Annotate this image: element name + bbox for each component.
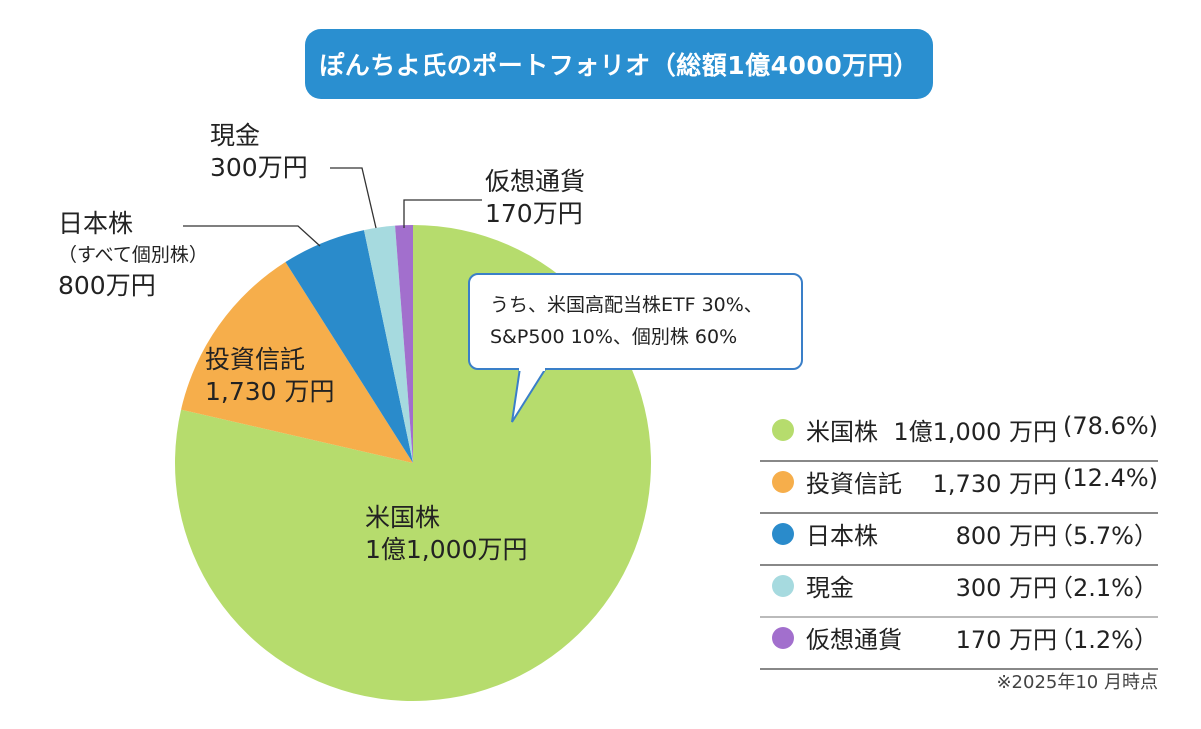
leader-line-crypto — [403, 199, 482, 228]
leader-line-japan-stocks — [183, 225, 321, 247]
slice-label-funds: 投資信託 1,730 万円 — [205, 344, 335, 408]
slice-label-name: 日本株 — [58, 209, 134, 238]
slice-label-amount: 170万円 — [485, 199, 583, 228]
legend-item: 米国株 1億1,000 万円 (78.6%) — [760, 408, 1158, 462]
legend-dot-icon — [772, 627, 794, 649]
slice-label-amount: 1,730 万円 — [205, 377, 335, 406]
pie-slice-1 — [181, 262, 413, 463]
legend-percent: (78.6%) — [1063, 412, 1158, 440]
legend-percent: (12.4%) — [1063, 464, 1158, 492]
legend-dot-icon — [772, 471, 794, 493]
date-note: ※2025年10 月時点 — [996, 672, 1158, 693]
leader-line-cash — [330, 167, 377, 229]
slice-label-sub: （すべて個別株） — [58, 244, 208, 266]
callout-tail — [511, 367, 547, 423]
legend-amount: 1,730 万円 — [932, 470, 1057, 498]
pie-slice-2 — [285, 230, 413, 463]
slice-label-us-stocks: 米国株 1億1,000万円 — [365, 502, 527, 566]
legend-percent: （5.7%） — [1049, 522, 1158, 550]
callout-bubble: うち、米国高配当株ETF 30%、 S&P500 10%、個別株 60% — [468, 273, 803, 370]
legend-dot-icon — [772, 419, 794, 441]
legend-dot-icon — [772, 575, 794, 597]
slice-label-crypto: 仮想通貨 170万円 — [485, 166, 585, 230]
legend-amount: 800 万円 — [955, 522, 1057, 550]
slice-label-amount: 300万円 — [210, 153, 308, 182]
legend-percent: （1.2%） — [1049, 626, 1158, 654]
legend-amount: 1億1,000 万円 — [893, 418, 1057, 446]
legend-name: 仮想通貨 — [806, 626, 902, 654]
slice-label-name: 米国株 — [365, 503, 441, 532]
slice-label-name: 投資信託 — [205, 345, 306, 374]
callout-tail-joint — [519, 367, 545, 371]
legend-item: 日本株 800 万円 （5.7%） — [760, 512, 1158, 566]
chart-title: ぽんちよ氏のポートフォリオ（総額1億4000万円） — [305, 29, 933, 99]
legend-item: 現金 300 万円 （2.1%） — [760, 564, 1158, 618]
legend-amount: 300 万円 — [955, 574, 1057, 602]
callout-line-2: S&P500 10%、個別株 60% — [490, 326, 738, 348]
pie-slice-4 — [395, 225, 413, 463]
legend-name: 投資信託 — [806, 470, 902, 498]
legend-percent: （2.1%） — [1049, 574, 1158, 602]
legend-item: 仮想通貨 170 万円 （1.2%） — [760, 616, 1158, 670]
legend-name: 現金 — [806, 574, 854, 602]
callout-line-1: うち、米国高配当株ETF 30%、 — [490, 294, 763, 316]
slice-label-name: 仮想通貨 — [485, 167, 586, 196]
slice-label-japan-stocks: 日本株 （すべて個別株） 800万円 — [58, 208, 208, 302]
slice-label-cash: 現金 300万円 — [210, 120, 308, 184]
slice-label-amount: 1億1,000万円 — [365, 535, 528, 564]
legend-name: 米国株 — [806, 418, 878, 446]
pie-slice-3 — [364, 225, 413, 463]
slice-label-amount: 800万円 — [58, 271, 156, 300]
legend-amount: 170 万円 — [955, 626, 1057, 654]
legend-item: 投資信託 1,730 万円 (12.4%) — [760, 460, 1158, 514]
legend-dot-icon — [772, 523, 794, 545]
legend-name: 日本株 — [806, 522, 878, 550]
slice-label-name: 現金 — [210, 121, 261, 150]
